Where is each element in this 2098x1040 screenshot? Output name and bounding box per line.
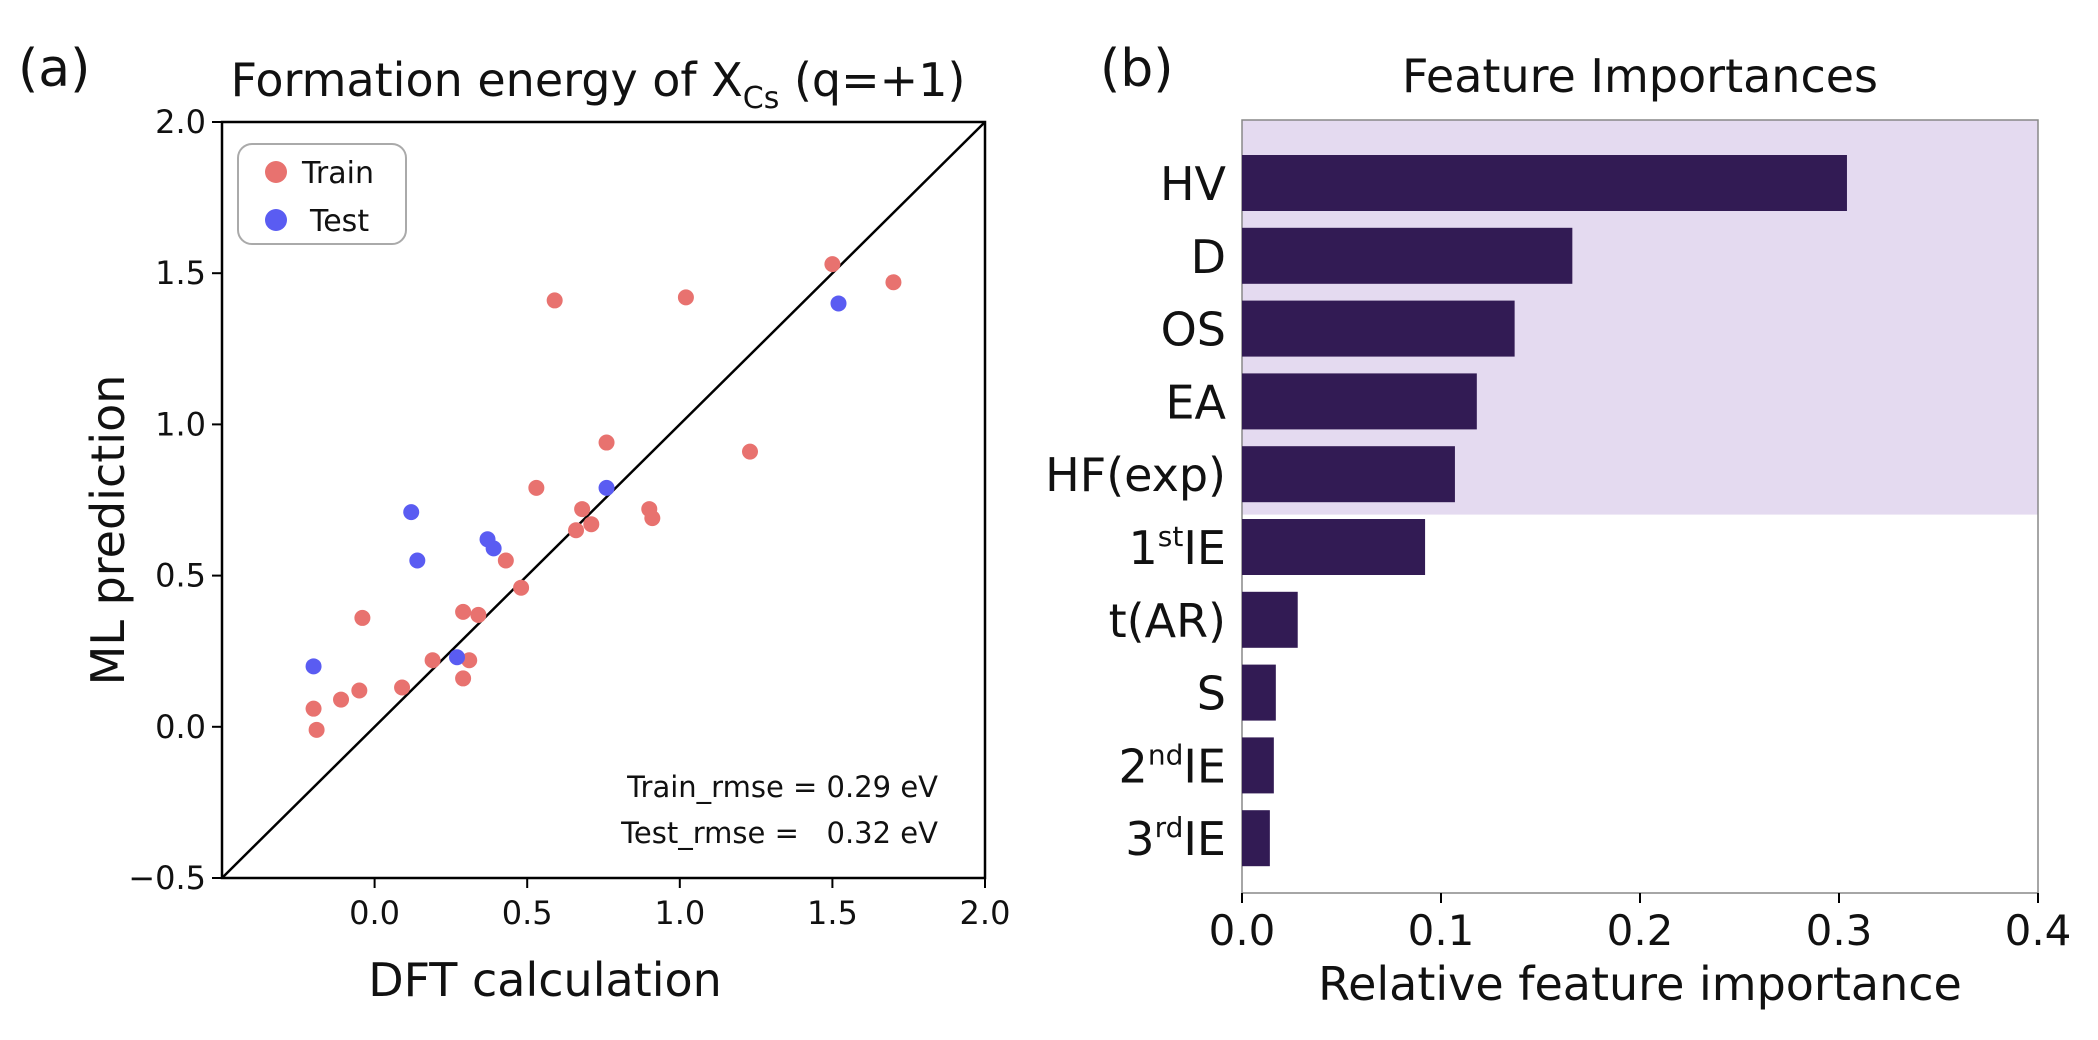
test-data-point xyxy=(485,540,502,557)
scatter-x-tick-label: 1.5 xyxy=(807,894,858,932)
scatter-x-axis-label: DFT calculation xyxy=(368,953,722,1007)
test-data-point xyxy=(305,658,322,675)
bar-x-axis: 0.0 0.1 0.2 0.3 0.4 xyxy=(1209,893,2072,955)
train-data-point xyxy=(308,721,325,738)
scatter-x-tick-label: 0.5 xyxy=(502,894,553,932)
bar-x-tick-label: 0.2 xyxy=(1607,906,1674,955)
scatter-y-tick-label: −0.5 xyxy=(128,859,206,897)
feature-bar xyxy=(1242,446,1455,503)
legend-train-label: Train xyxy=(301,156,374,191)
scatter-y-axis: −0.5 0.0 0.5 1.0 1.5 2.0 xyxy=(128,103,222,897)
train-data-point xyxy=(351,682,368,699)
train-data-point xyxy=(528,479,545,496)
bar-x-tick-label: 0.3 xyxy=(1806,906,1873,955)
feature-bar xyxy=(1242,664,1276,721)
train-data-point xyxy=(824,256,841,273)
train-data-point xyxy=(305,700,322,717)
test-data-point xyxy=(409,552,426,569)
feature-bar xyxy=(1242,519,1426,575)
scatter-title-subscript: Cs xyxy=(743,81,780,116)
scatter-y-tick-label: 1.5 xyxy=(155,254,206,292)
bar-x-tick-label: 0.4 xyxy=(2005,906,2072,955)
train-data-point xyxy=(574,501,591,518)
test-data-point xyxy=(449,649,466,666)
panel-a-label: (a) xyxy=(18,39,90,99)
train-data-point xyxy=(455,603,472,620)
train-data-point xyxy=(598,434,615,451)
feature-label: 2ndIE xyxy=(1119,738,1226,793)
train-data-point xyxy=(644,510,661,527)
train-data-point xyxy=(354,609,371,626)
feature-bar xyxy=(1242,155,1847,211)
train-data-point xyxy=(885,274,902,291)
scatter-y-tick-label: 1.0 xyxy=(155,405,206,443)
test-data-point xyxy=(598,479,615,496)
scatter-x-tick-label: 2.0 xyxy=(960,894,1011,932)
test-rmse-annotation: Test_rmse = 0.32 eV xyxy=(620,816,938,850)
feature-label: HF(exp) xyxy=(1045,448,1226,502)
test-data-point xyxy=(830,295,847,312)
feature-label: 1stIE xyxy=(1129,520,1227,575)
scatter-title: Formation energy of XCs (q=+1) xyxy=(231,53,966,116)
scatter-y-axis-label: ML prediction xyxy=(81,375,135,686)
feature-label: EA xyxy=(1165,375,1226,429)
feature-label: OS xyxy=(1161,303,1226,357)
legend-test-marker xyxy=(265,209,287,231)
scatter-y-tick-label: 0.0 xyxy=(155,708,206,746)
scatter-points xyxy=(305,256,902,738)
train-rmse-annotation: Train_rmse = 0.29 eV xyxy=(626,770,938,804)
feature-label: HV xyxy=(1160,157,1227,211)
scatter-x-tick-label: 1.0 xyxy=(654,894,705,932)
bar-x-tick-label: 0.0 xyxy=(1209,906,1276,955)
feature-bar xyxy=(1242,227,1573,284)
scatter-y-tick-label: 2.0 xyxy=(155,103,206,141)
train-data-point xyxy=(513,579,530,596)
train-data-point xyxy=(470,606,487,623)
bar-x-tick-label: 0.1 xyxy=(1408,906,1475,955)
train-data-point xyxy=(461,652,478,669)
feature-label: S xyxy=(1197,667,1226,721)
feature-bar xyxy=(1242,300,1515,357)
scatter-x-tick-label: 0.0 xyxy=(349,894,400,932)
panel-b: (b) Feature Importances HV D OS EA HF(exp) 1s… xyxy=(1045,39,2071,1011)
panel-a: (a) Formation energy of XCs (q=+1) 0.0 0.… xyxy=(18,39,1010,1007)
legend-test-label: Test xyxy=(309,204,369,239)
scatter-x-axis: 0.0 0.5 1.0 1.5 2.0 xyxy=(349,878,1010,932)
panel-b-label: (b) xyxy=(1100,39,1174,99)
train-data-point xyxy=(583,516,600,533)
scatter-plot-frame xyxy=(220,120,987,880)
train-data-point xyxy=(424,652,441,669)
feature-bar xyxy=(1242,373,1477,430)
train-data-point xyxy=(677,289,694,306)
feature-label: t(AR) xyxy=(1109,594,1226,648)
train-data-point xyxy=(394,679,411,696)
bar-x-axis-label: Relative feature importance xyxy=(1318,957,1962,1011)
feature-label: D xyxy=(1191,230,1226,284)
parity-line xyxy=(221,121,986,879)
feature-bar xyxy=(1242,591,1298,648)
scatter-legend: Train Test xyxy=(237,143,407,245)
train-data-point xyxy=(741,443,758,460)
train-data-point xyxy=(568,522,585,539)
test-data-point xyxy=(403,504,420,521)
scatter-title-tail: (q=+1) xyxy=(779,53,965,107)
legend-train-marker xyxy=(265,161,287,183)
bar-chart-title: Feature Importances xyxy=(1402,49,1878,103)
scatter-title-main: Formation energy of X xyxy=(231,53,743,107)
feature-bar xyxy=(1242,810,1270,867)
train-data-point xyxy=(497,552,514,569)
bar-category-labels: HV D OS EA HF(exp) 1stIE t(AR) S 2ndIE 3rdIE xyxy=(1045,157,1226,866)
train-data-point xyxy=(333,691,350,708)
bar-series xyxy=(1242,155,1847,867)
train-data-point xyxy=(546,292,563,309)
scatter-y-tick-label: 0.5 xyxy=(155,557,206,595)
feature-bar xyxy=(1242,737,1274,794)
train-data-point xyxy=(455,670,472,687)
feature-label: 3rdIE xyxy=(1125,811,1226,866)
